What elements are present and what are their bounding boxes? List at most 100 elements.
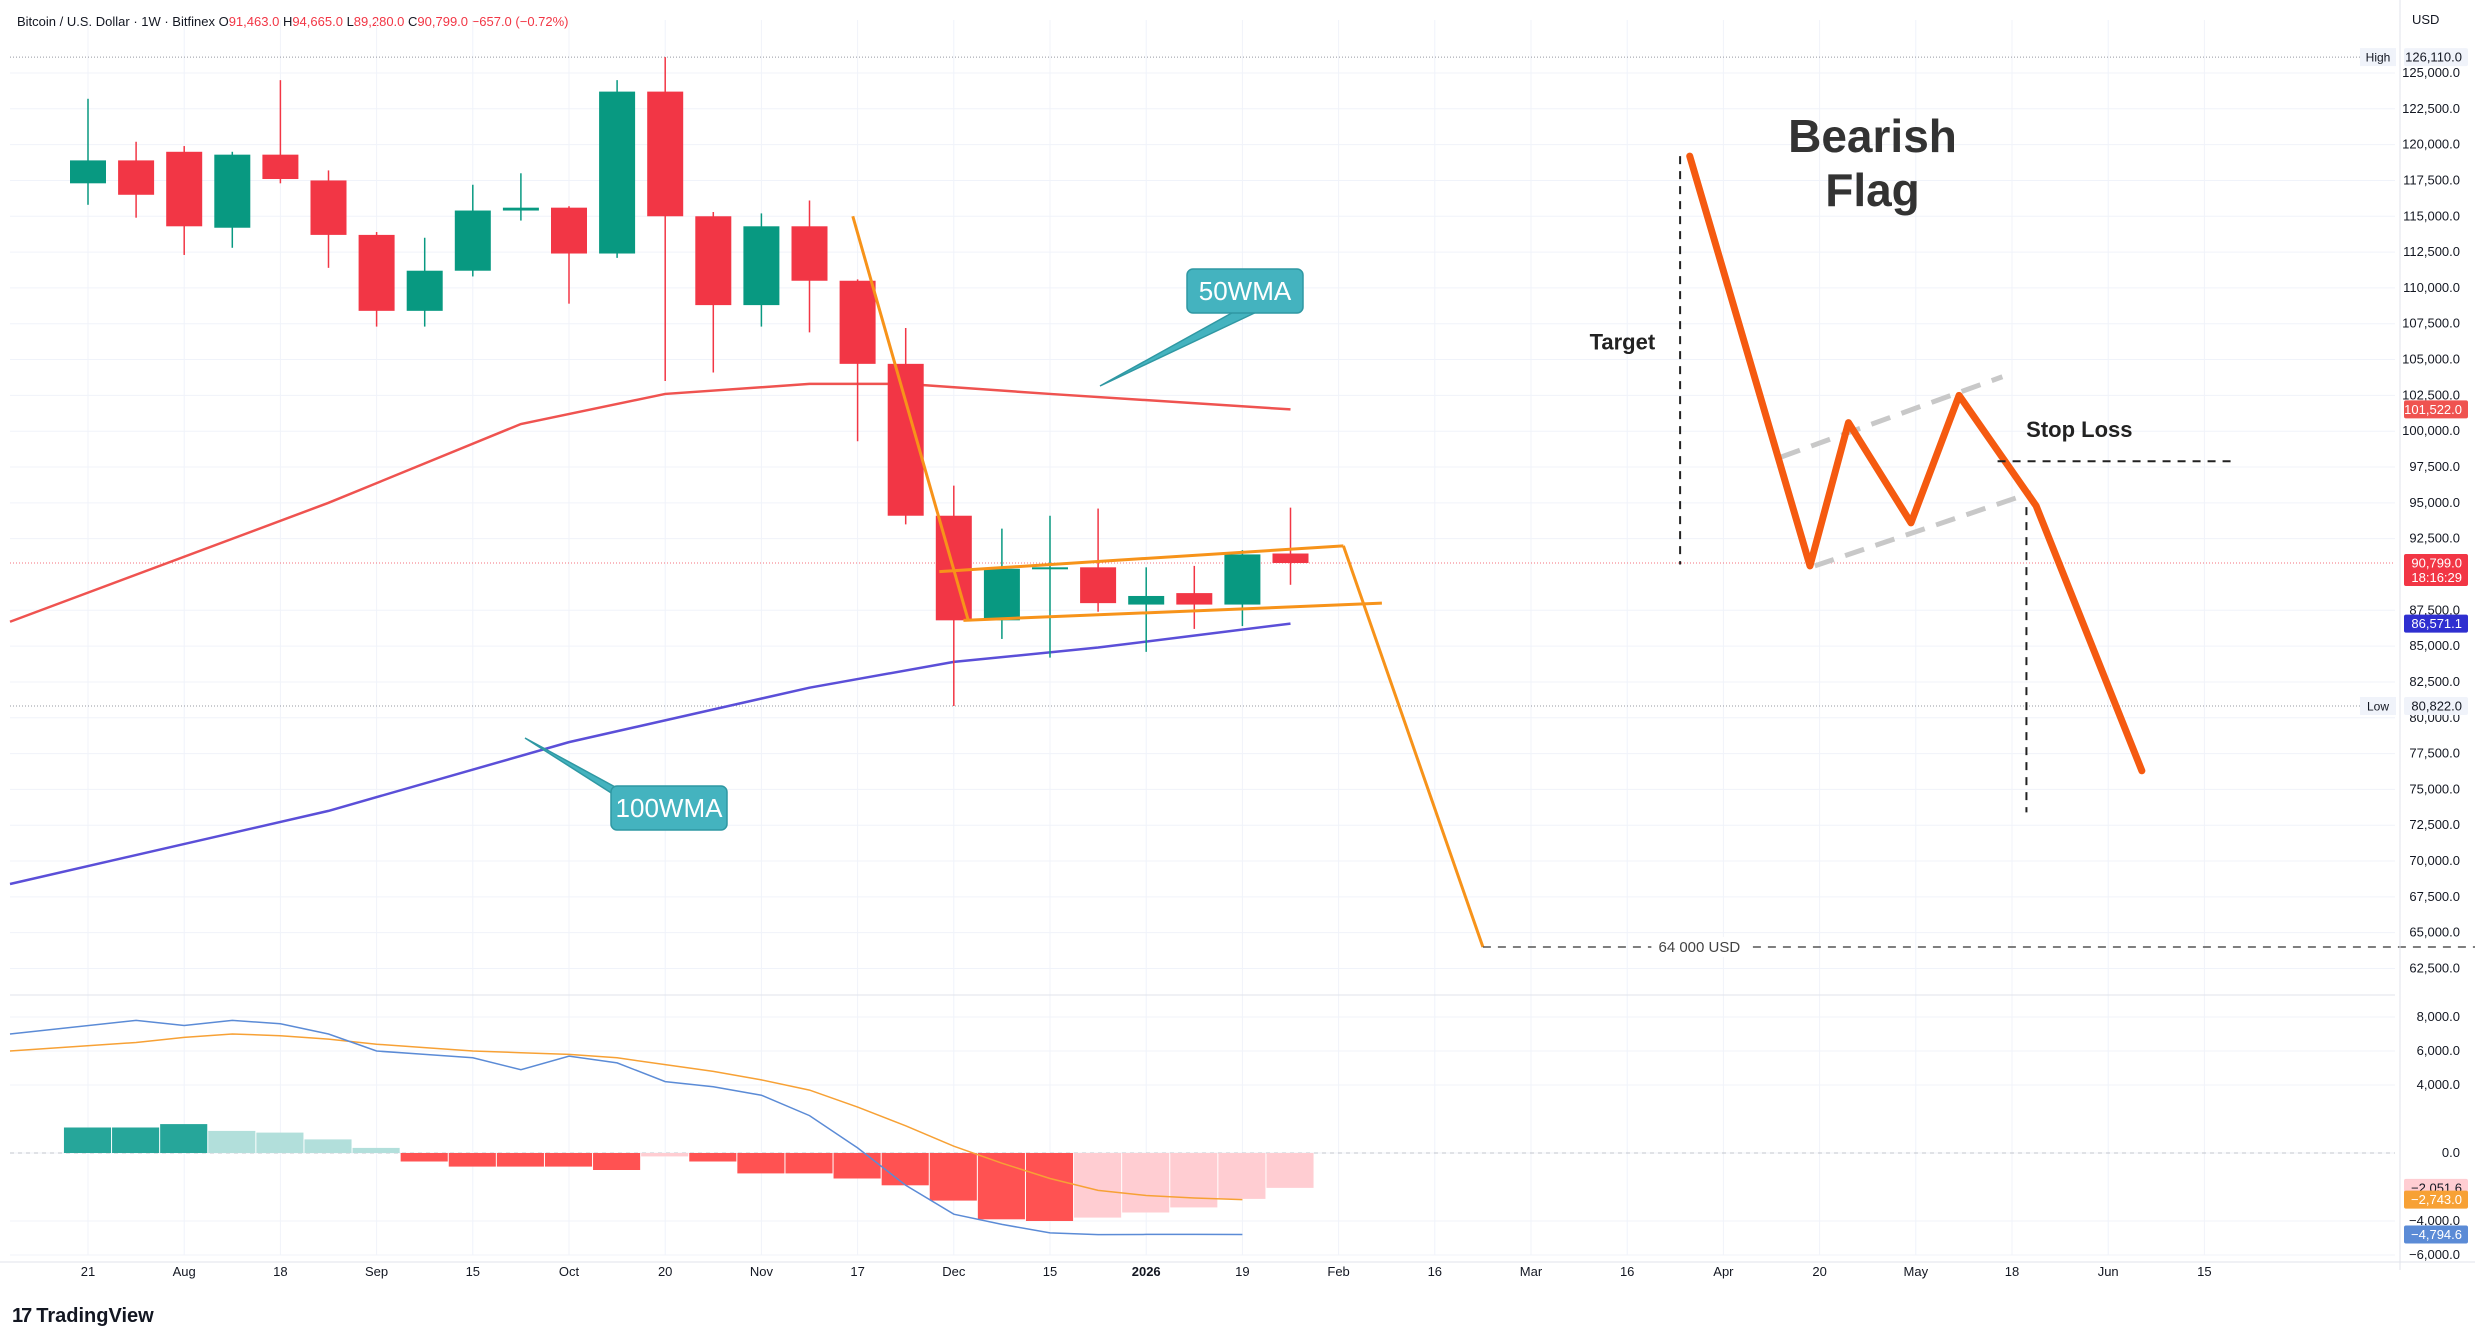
low-badge: 80,822.0 bbox=[2404, 696, 2468, 715]
macd-histogram-bar bbox=[448, 1153, 496, 1167]
flag-line bbox=[851, 215, 970, 621]
candle-body bbox=[166, 151, 203, 227]
macd-histogram-bar bbox=[737, 1153, 785, 1174]
price-tick: 82,500.0 bbox=[2409, 674, 2460, 689]
title-bearish: Bearish bbox=[1788, 110, 1957, 162]
high-label: H bbox=[282, 14, 293, 29]
candle-body bbox=[791, 226, 828, 281]
macd-tick: 8,000.0 bbox=[2417, 1009, 2460, 1024]
low-label: L bbox=[346, 14, 354, 29]
candle-body bbox=[1128, 595, 1165, 605]
price-tick: 65,000.0 bbox=[2409, 925, 2460, 940]
candle bbox=[166, 146, 203, 255]
price-tick: 72,500.0 bbox=[2409, 817, 2460, 832]
time-tick: Aug bbox=[173, 1264, 196, 1279]
ma50-callout-pointer bbox=[1099, 308, 1264, 387]
price-tick: 97,500.0 bbox=[2409, 459, 2460, 474]
currency-label: USD bbox=[2412, 12, 2439, 27]
macd-badge-text: −4,794.6 bbox=[2411, 1227, 2462, 1242]
candle bbox=[599, 80, 636, 258]
time-tick: 15 bbox=[1043, 1264, 1057, 1279]
time-tick: Feb bbox=[1327, 1264, 1349, 1279]
flag-line bbox=[939, 544, 1344, 574]
macd-tick: −6,000.0 bbox=[2409, 1247, 2460, 1262]
macd-histogram-bar bbox=[593, 1153, 641, 1170]
time-tick: Mar bbox=[1520, 1264, 1543, 1279]
price-tick: 85,000.0 bbox=[2409, 638, 2460, 653]
macd-histogram-bar bbox=[929, 1153, 977, 1201]
ma50-badge: 101,522.0 bbox=[2404, 400, 2468, 419]
time-tick: 18 bbox=[2005, 1264, 2019, 1279]
candle-body bbox=[839, 280, 876, 364]
candle-body bbox=[262, 154, 299, 180]
candle-body bbox=[647, 91, 684, 217]
sketch-channel-line bbox=[1780, 374, 2004, 460]
price-tick: 122,500.0 bbox=[2402, 101, 2460, 116]
candle-body bbox=[695, 216, 732, 306]
low-badge-bg bbox=[2404, 696, 2468, 715]
high-value: 94,665.0 bbox=[292, 14, 343, 29]
macd-histogram-bar bbox=[641, 1153, 689, 1157]
macd-histogram-bar bbox=[977, 1153, 1025, 1220]
macd-histogram-bar bbox=[1025, 1153, 1074, 1221]
candle-body bbox=[1224, 554, 1261, 605]
low-badge-text: 80,822.0 bbox=[2411, 698, 2462, 713]
macd-badge: −4,794.6 bbox=[2404, 1225, 2468, 1244]
candle bbox=[935, 485, 972, 706]
candle bbox=[1224, 550, 1261, 627]
price-tick: 95,000.0 bbox=[2409, 495, 2460, 510]
macd-tick: −4,000.0 bbox=[2409, 1213, 2460, 1228]
ma50-badge-text: 101,522.0 bbox=[2404, 402, 2462, 417]
title-flag: Flag bbox=[1825, 164, 1920, 216]
ma50-badge-bg bbox=[2404, 400, 2468, 419]
candle-body bbox=[1080, 567, 1117, 604]
tradingview-logo-text: TradingView bbox=[36, 1305, 154, 1327]
candle bbox=[647, 57, 684, 382]
macd-tick: 0.0 bbox=[2442, 1145, 2460, 1160]
macd-histogram-bar bbox=[352, 1147, 400, 1153]
bearish-flag-sketch bbox=[1686, 152, 2146, 775]
time-tick: Jun bbox=[2098, 1264, 2119, 1279]
candle-body bbox=[743, 226, 780, 306]
low-value: 89,280.0 bbox=[353, 14, 405, 29]
macd-tick: 4,000.0 bbox=[2417, 1077, 2460, 1092]
time-tick: 16 bbox=[1620, 1264, 1634, 1279]
macd-histogram-bar bbox=[1266, 1153, 1314, 1188]
candle bbox=[358, 232, 395, 327]
macd-histogram-bar bbox=[544, 1153, 593, 1167]
time-tick: 20 bbox=[1812, 1264, 1826, 1279]
time-tick: 19 bbox=[1235, 1264, 1249, 1279]
price-tick: 107,500.0 bbox=[2402, 316, 2460, 331]
candle bbox=[791, 200, 828, 333]
price-tick: 67,500.0 bbox=[2409, 889, 2460, 904]
candle bbox=[1176, 565, 1213, 629]
price-tick: 105,000.0 bbox=[2402, 352, 2460, 367]
symbol-label: Bitcoin / U.S. Dollar · 1W · Bitfinex bbox=[17, 14, 215, 29]
candle bbox=[551, 206, 587, 304]
chart-header: Bitcoin / U.S. Dollar · 1W · Bitfinex O9… bbox=[17, 14, 569, 29]
price-target-label: 64 000 USD bbox=[1658, 939, 1740, 956]
macd-tick: 6,000.0 bbox=[2417, 1043, 2460, 1058]
macd-histogram-bar bbox=[256, 1132, 304, 1153]
open-value: 91,463.0 bbox=[228, 14, 280, 29]
candle bbox=[1032, 515, 1068, 658]
ma100-badge-text: 86,571.1 bbox=[2411, 616, 2462, 631]
time-tick: 15 bbox=[466, 1264, 480, 1279]
price-tick: 102,500.0 bbox=[2402, 387, 2460, 402]
candle bbox=[743, 213, 780, 327]
tradingview-logo[interactable]: 17 TradingView bbox=[12, 1305, 154, 1328]
time-tick: Oct bbox=[559, 1264, 580, 1279]
candle bbox=[262, 80, 299, 184]
time-tick: May bbox=[1904, 1264, 1929, 1279]
candle bbox=[214, 151, 251, 248]
flag-line bbox=[1341, 545, 1485, 948]
candle-body bbox=[983, 568, 1020, 621]
time-tick: 16 bbox=[1428, 1264, 1442, 1279]
time-tick: 15 bbox=[2197, 1264, 2211, 1279]
macd-histogram-bar bbox=[1218, 1153, 1266, 1199]
ma100-callout: 100WMA bbox=[524, 737, 728, 831]
time-tick: 2026 bbox=[1132, 1264, 1161, 1279]
price-tick: 125,000.0 bbox=[2402, 65, 2460, 80]
macd-histogram-bar bbox=[112, 1127, 160, 1153]
